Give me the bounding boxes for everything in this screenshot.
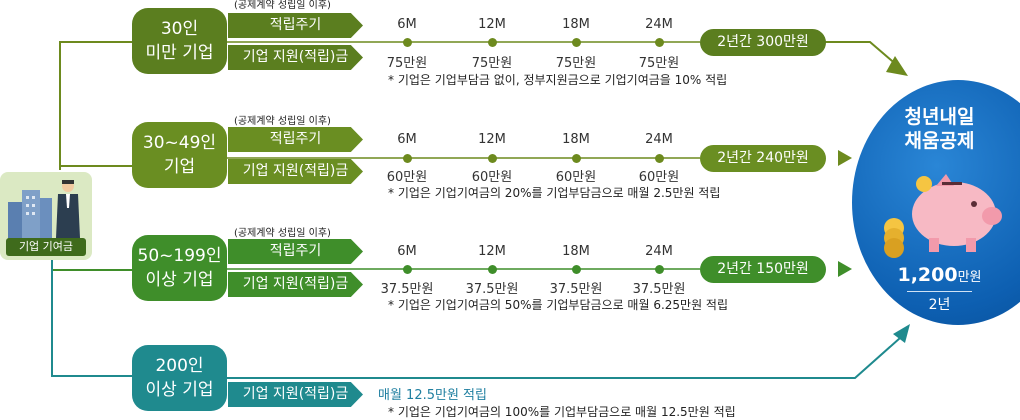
tier2-footnote: * 기업은 기업기여금의 20%를 기업부담금으로 매월 2.5만원 적립: [388, 186, 721, 200]
tier2-month-24: 24M: [645, 132, 673, 147]
tier2-amount-3: 60만원: [555, 170, 597, 185]
tier3-month-6: 6M: [397, 244, 417, 259]
tier2-contract-note: (공제계약 성립일 이후): [234, 116, 331, 127]
tier1-amount-4: 75만원: [638, 56, 680, 71]
tier3-contract-note: (공제계약 성립일 이후): [234, 228, 331, 239]
tier1-amount-3: 75만원: [555, 56, 597, 71]
tier3-dot-2: [488, 265, 497, 274]
tier1-month-18: 18M: [562, 17, 590, 32]
tier1-dot-4: [655, 38, 664, 47]
goal-divider: [907, 291, 972, 292]
tier2-month-12: 12M: [478, 132, 506, 147]
tier4-line2: 이상 기업: [145, 380, 214, 400]
tier4-monthly: 매월 12.5만원 적립: [378, 388, 487, 403]
company-illustration: 기업 기여금: [0, 172, 92, 260]
tier3-cycle-tag: 적립주기: [228, 239, 363, 264]
tier4-support-tag: 기업 지원(적립)금: [228, 382, 363, 407]
goal-title-line2: 채움공제: [904, 130, 975, 152]
tier2-dot-1: [403, 154, 412, 163]
tier2-dot-4: [655, 154, 664, 163]
tier1-total: 2년간 300만원: [700, 29, 826, 56]
tier3-support-tag: 기업 지원(적립)금: [228, 272, 363, 297]
tier3-amount-1: 37.5만원: [380, 282, 434, 297]
buildings-businessman-icon: [8, 180, 80, 240]
left-label: 기업 기여금: [6, 238, 86, 256]
tier1-month-24: 24M: [645, 17, 673, 32]
goal-period: 2년: [928, 297, 951, 313]
tier3-dot-1: [403, 265, 412, 274]
tier1-amount-1: 75만원: [386, 56, 428, 71]
tier1-line1: 30인: [160, 19, 199, 39]
tier1-box: 30인 미만 기업: [132, 8, 227, 74]
tier2-cycle-tag: 적립주기: [228, 127, 363, 152]
tier4-box: 200인 이상 기업: [132, 345, 227, 411]
tier3-line2: 이상 기업: [145, 270, 214, 290]
tier3-footnote: * 기업은 기업기여금의 50%를 기업부담금으로 매월 6.25만원 적립: [388, 298, 729, 312]
tier4-line1: 200인: [155, 356, 204, 376]
tier1-month-6: 6M: [397, 17, 417, 32]
tier3-total: 2년간 150만원: [700, 256, 826, 283]
tier3-amount-4: 37.5만원: [632, 282, 686, 297]
tier1-footnote: * 기업은 기업부담금 없이, 정부지원금으로 기업기여금을 10% 적립: [388, 73, 728, 87]
tier3-month-24: 24M: [645, 244, 673, 259]
tier3-amount-3: 37.5만원: [549, 282, 603, 297]
tier2-line1: 30~49인: [142, 133, 217, 153]
tier3-month-18: 18M: [562, 244, 590, 259]
tier1-dot-1: [403, 38, 412, 47]
tier4-footnote: * 기업은 기업기여금의 100%를 기업부담금으로 매월 12.5만원 적립: [388, 405, 736, 419]
tier2-month-18: 18M: [562, 132, 590, 147]
tier3-month-12: 12M: [478, 244, 506, 259]
tier1-amount-2: 75만원: [471, 56, 513, 71]
goal-amount: 1,200만원: [852, 264, 1020, 286]
tier2-month-6: 6M: [397, 132, 417, 147]
tier2-dot-3: [572, 154, 581, 163]
tier1-line2: 미만 기업: [145, 43, 214, 63]
tier2-box: 30~49인 기업: [132, 122, 227, 188]
tier1-cycle-tag: 적립주기: [228, 13, 363, 38]
goal-title-line1: 청년내일: [904, 106, 975, 128]
tier2-amount-2: 60만원: [471, 170, 513, 185]
tier1-month-12: 12M: [478, 17, 506, 32]
goal-circle: 청년내일 채움공제 1,200만원 2년: [852, 80, 1020, 325]
piggy-bank-icon: [884, 174, 1002, 258]
tier3-line1: 50~199인: [137, 246, 222, 266]
tier3-amount-2: 37.5만원: [465, 282, 519, 297]
tier3-dot-4: [655, 265, 664, 274]
tier1-dot-2: [488, 38, 497, 47]
tier3-dot-3: [572, 265, 581, 274]
goal-amount-unit: 만원: [957, 270, 982, 285]
tier1-support-tag: 기업 지원(적립)금: [228, 45, 363, 70]
tier2-total: 2년간 240만원: [700, 145, 826, 172]
tier2-dot-2: [488, 154, 497, 163]
tier3-box: 50~199인 이상 기업: [132, 235, 227, 301]
tier2-line2: 기업: [163, 157, 196, 177]
tier1-contract-note: (공제계약 성립일 이후): [234, 0, 331, 11]
tier2-support-tag: 기업 지원(적립)금: [228, 159, 363, 184]
goal-amount-value: 1,200: [897, 264, 958, 286]
tier1-dot-3: [572, 38, 581, 47]
tier2-amount-1: 60만원: [386, 170, 428, 185]
tier2-amount-4: 60만원: [638, 170, 680, 185]
